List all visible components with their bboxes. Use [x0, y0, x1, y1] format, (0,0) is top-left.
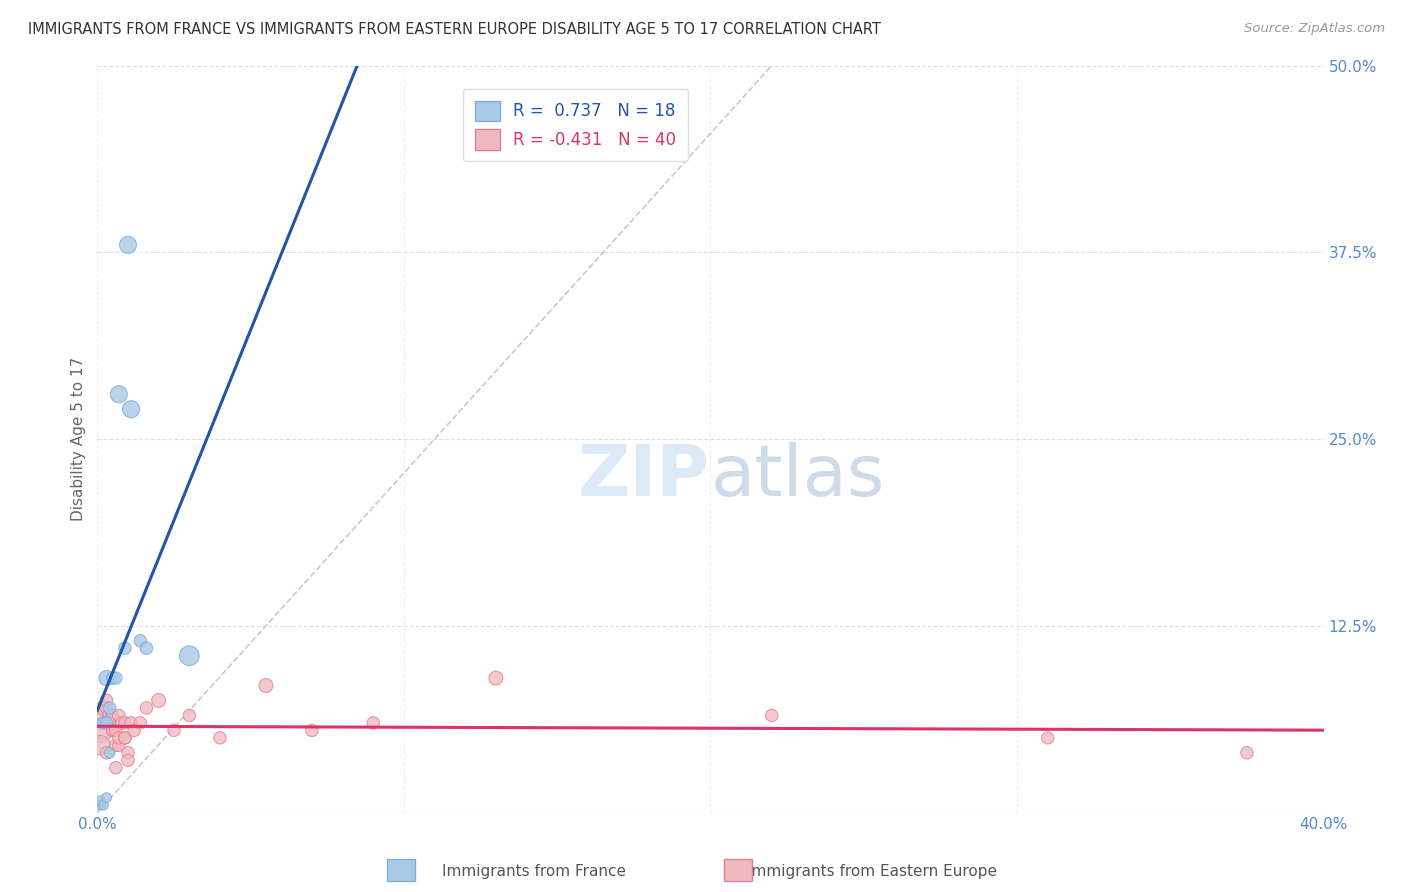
Point — [361, 715, 384, 730]
Point — [96, 671, 118, 685]
Point — [101, 671, 124, 685]
Point — [89, 723, 111, 738]
Point — [485, 671, 508, 685]
Text: Immigrants from France: Immigrants from France — [443, 863, 626, 879]
Point — [93, 798, 115, 813]
Point — [163, 723, 186, 738]
Point — [104, 723, 127, 738]
Point — [1036, 731, 1059, 745]
Point — [108, 731, 131, 745]
Y-axis label: Disability Age 5 to 17: Disability Age 5 to 17 — [72, 357, 86, 521]
Point — [104, 671, 127, 685]
Point — [93, 715, 115, 730]
Point — [148, 693, 170, 707]
Point — [117, 238, 139, 252]
Point — [114, 715, 136, 730]
Point — [1236, 746, 1258, 760]
Point — [761, 708, 783, 723]
Point — [114, 731, 136, 745]
Point — [101, 723, 124, 738]
Point — [108, 739, 131, 753]
Point — [96, 701, 118, 715]
Point — [93, 708, 115, 723]
Text: ZIP: ZIP — [578, 442, 710, 511]
Point — [114, 641, 136, 656]
Text: IMMIGRANTS FROM FRANCE VS IMMIGRANTS FROM EASTERN EUROPE DISABILITY AGE 5 TO 17 : IMMIGRANTS FROM FRANCE VS IMMIGRANTS FRO… — [28, 22, 882, 37]
Point — [208, 731, 231, 745]
Point — [254, 679, 277, 693]
Legend: R =  0.737   N = 18, R = -0.431   N = 40: R = 0.737 N = 18, R = -0.431 N = 40 — [463, 89, 688, 161]
Point — [98, 701, 121, 715]
Point — [98, 746, 121, 760]
Point — [89, 794, 111, 808]
Point — [179, 648, 201, 663]
Point — [129, 633, 152, 648]
Point — [98, 715, 121, 730]
Point — [120, 715, 142, 730]
Point — [111, 715, 134, 730]
Point — [135, 701, 157, 715]
Text: Immigrants from Eastern Europe: Immigrants from Eastern Europe — [747, 863, 997, 879]
Point — [104, 761, 127, 775]
Point — [135, 641, 157, 656]
Point — [301, 723, 323, 738]
Point — [122, 723, 145, 738]
Text: Source: ZipAtlas.com: Source: ZipAtlas.com — [1244, 22, 1385, 36]
Point — [114, 731, 136, 745]
Point — [179, 708, 201, 723]
Point — [101, 708, 124, 723]
Point — [104, 739, 127, 753]
Point — [98, 715, 121, 730]
Point — [89, 739, 111, 753]
Point — [93, 701, 115, 715]
Point — [96, 693, 118, 707]
Point — [96, 715, 118, 730]
Point — [117, 746, 139, 760]
Point — [96, 790, 118, 805]
Point — [108, 387, 131, 401]
Point — [89, 798, 111, 813]
Point — [120, 402, 142, 417]
Point — [96, 746, 118, 760]
Point — [108, 708, 131, 723]
Point — [101, 723, 124, 738]
Point — [117, 753, 139, 767]
Text: atlas: atlas — [710, 442, 884, 511]
Point — [98, 708, 121, 723]
Point — [129, 715, 152, 730]
